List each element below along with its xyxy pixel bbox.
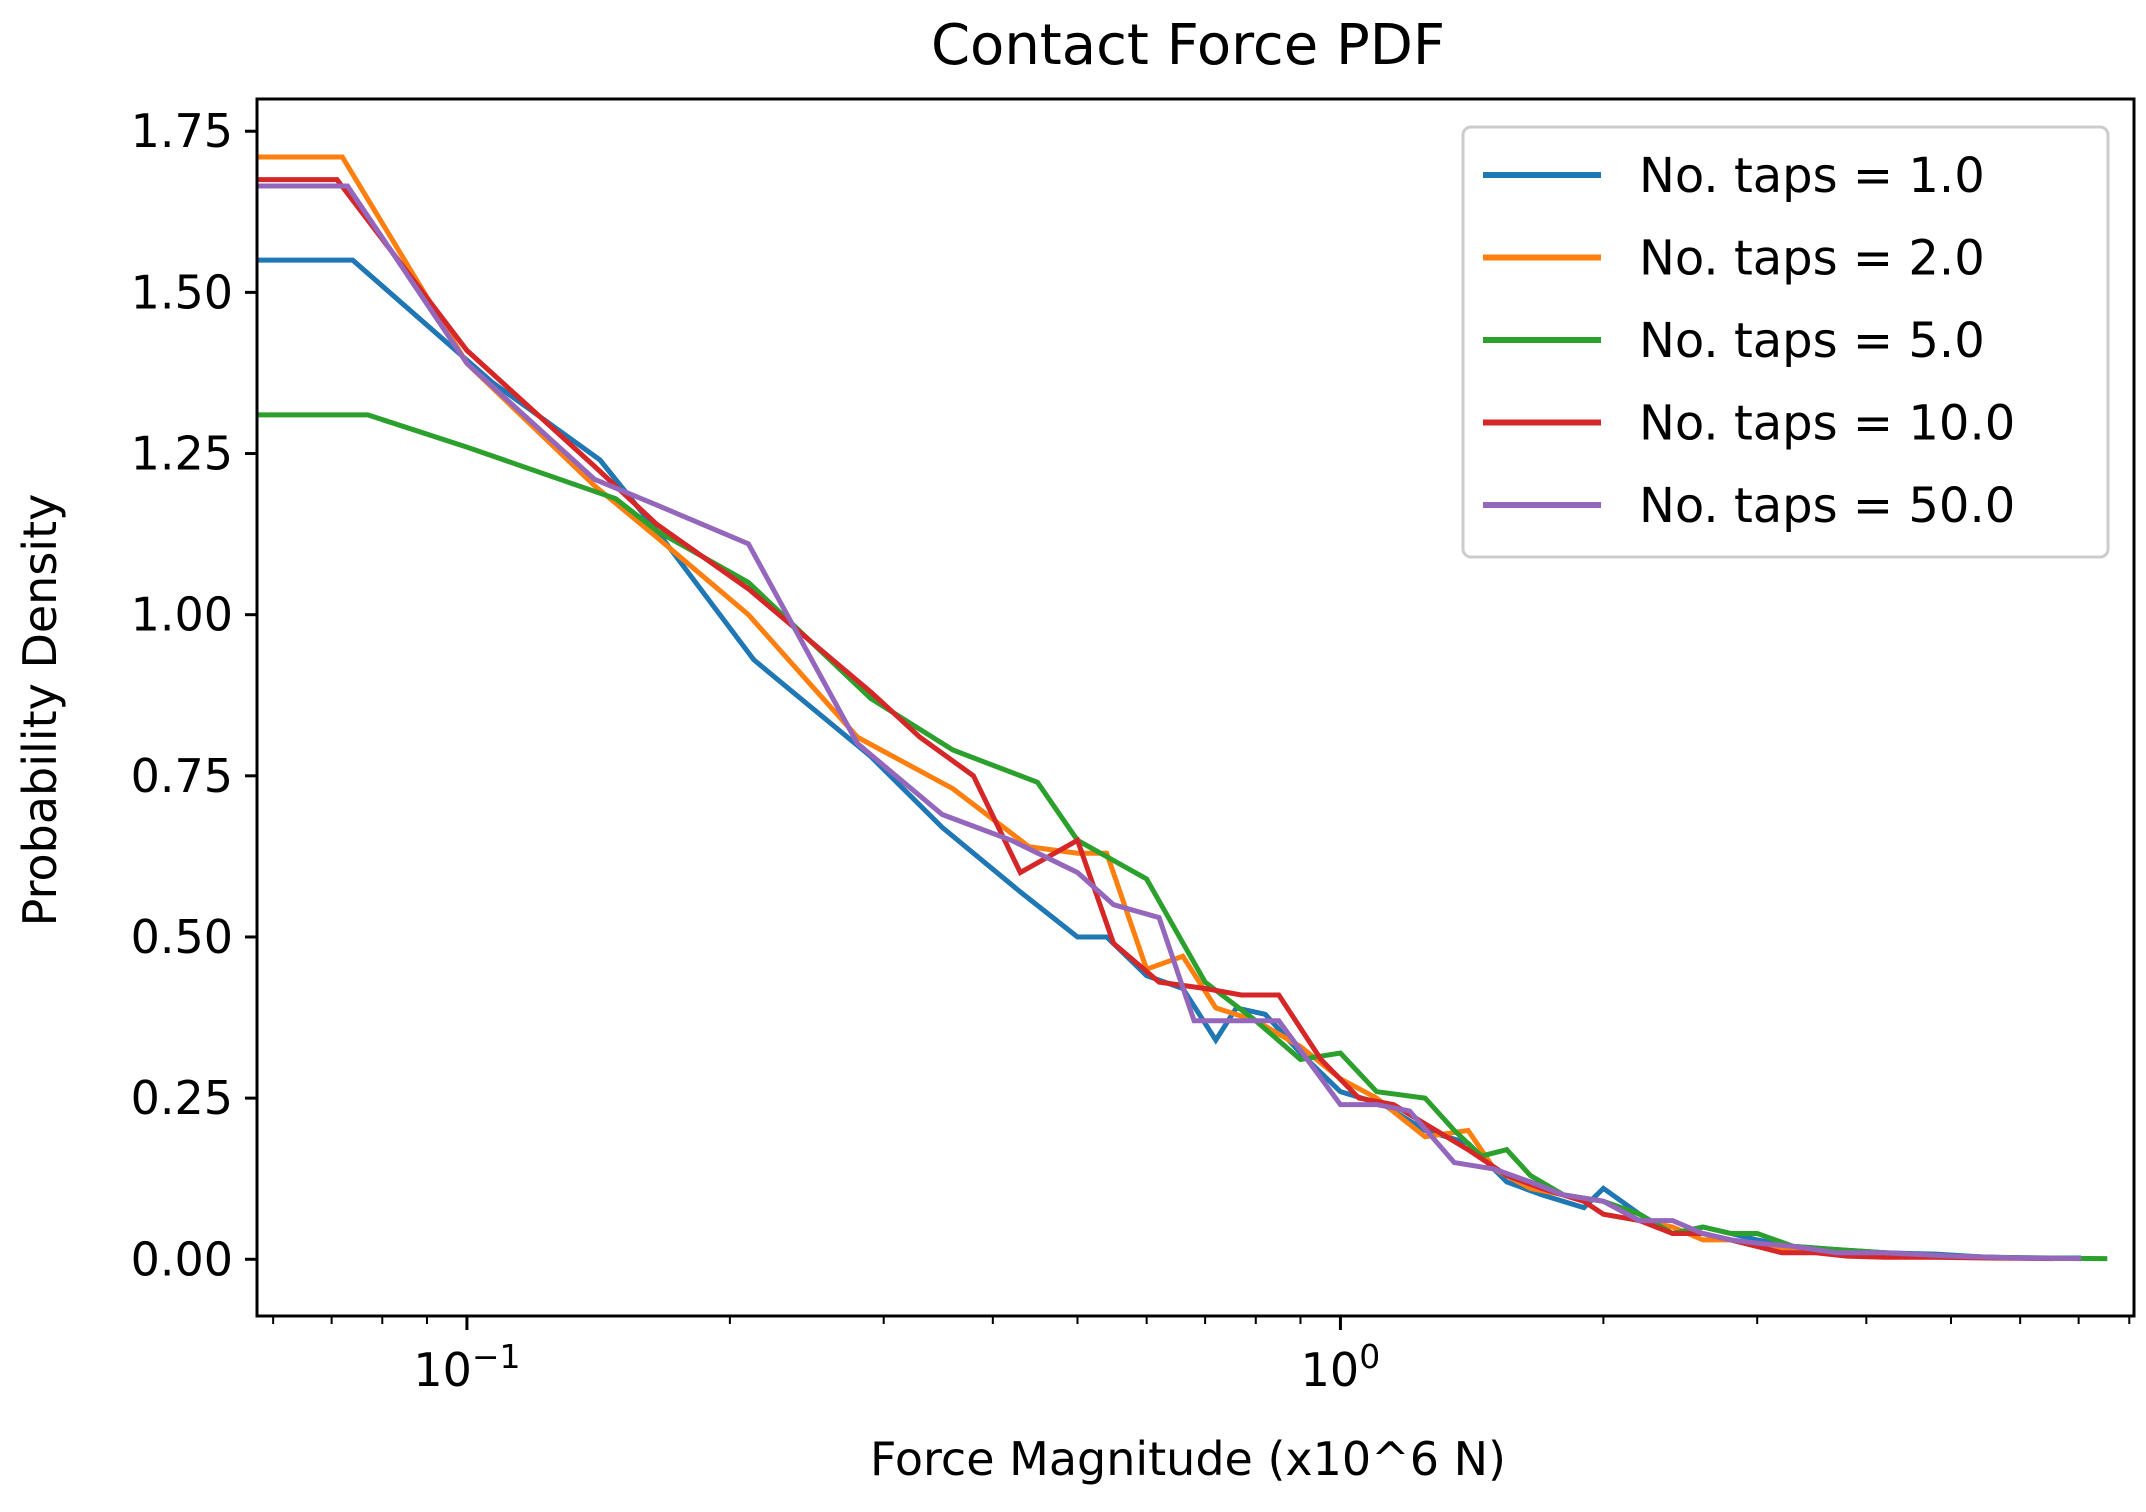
y-tick-label: 0.25	[131, 1071, 233, 1125]
legend-box	[1461, 125, 2110, 559]
series-line-5	[257, 183, 2082, 1262]
y-tick-label: 1.25	[131, 427, 233, 481]
x-tick-label: 10−1	[413, 1337, 520, 1397]
legend-item-4: No. taps = 10.0	[1483, 396, 2015, 452]
legend-label: No. taps = 5.0	[1639, 313, 1985, 369]
legend-label: No. taps = 10.0	[1639, 396, 2015, 452]
y-tick-label: 1.75	[131, 104, 233, 158]
legend-label: No. taps = 1.0	[1639, 148, 1985, 204]
series-line-4	[257, 177, 2054, 1262]
legend-item-2: No. taps = 2.0	[1483, 231, 1985, 287]
y-tick-label: 1.50	[131, 265, 233, 319]
plot-frame	[255, 97, 2136, 1318]
y-tick-label: 0.75	[131, 749, 233, 803]
series-line-2	[257, 154, 2082, 1262]
series-group	[257, 154, 2108, 1262]
legend-label: No. taps = 2.0	[1639, 231, 1985, 287]
y-axis-label: Probability Density	[13, 494, 67, 927]
x-axis-label: Force Magnitude (x10^6 N)	[870, 1432, 1506, 1486]
x-tick-label: 100	[1301, 1337, 1381, 1397]
chart-title: Contact Force PDF	[931, 13, 1445, 78]
y-tick-label: 0.50	[131, 910, 233, 964]
legend-item-3: No. taps = 5.0	[1483, 313, 1985, 369]
legend-item-5: No. taps = 50.0	[1483, 478, 2015, 534]
legend: No. taps = 1.0 No. taps = 2.0 No. taps = 5…	[1461, 125, 2110, 559]
plot-area: 0.00 0.25 0.50 0.75 1.00 1.25 1.50 1.75 10−1 100	[131, 97, 2136, 1397]
y-tick-label: 1.00	[131, 588, 233, 642]
y-tick-label: 0.00	[131, 1232, 233, 1286]
legend-label: No. taps = 50.0	[1639, 478, 2015, 534]
legend-item-1: No. taps = 1.0	[1483, 148, 1985, 204]
